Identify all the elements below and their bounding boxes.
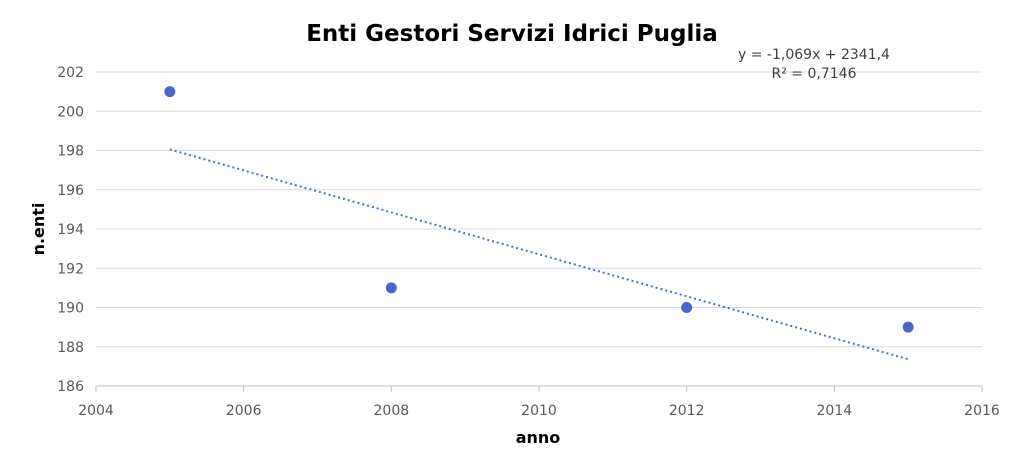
data-point <box>385 282 397 294</box>
y-tick-label: 194 <box>57 222 84 238</box>
y-tick-label: 186 <box>57 379 84 395</box>
x-tick-label: 2004 <box>78 403 114 419</box>
x-tick-label: 2012 <box>669 403 705 419</box>
trendline-r2: R² = 0,7146 <box>772 66 857 82</box>
x-tick-label: 2016 <box>964 403 1000 419</box>
y-tick-label: 188 <box>57 340 84 356</box>
axis-layer: 186 188 190 192 194 196 198 200 202 2004 2006 2008 2… <box>57 65 1000 419</box>
trendline <box>169 148 909 361</box>
y-tick-label: 200 <box>57 104 84 120</box>
x-tick-label: 2014 <box>817 403 853 419</box>
y-tick-label: 192 <box>57 261 84 277</box>
chart-title: Enti Gestori Servizi Idrici Puglia <box>306 21 718 47</box>
x-tick-label: 2010 <box>521 403 557 419</box>
x-tick-label: 2006 <box>226 403 262 419</box>
y-tick-label: 198 <box>57 144 84 160</box>
data-point <box>681 302 693 313</box>
data-point <box>164 86 176 98</box>
data-point <box>902 321 914 333</box>
y-tick-label: 196 <box>57 183 84 199</box>
y-axis-title: n.enti <box>29 203 48 256</box>
y-tick-label: 202 <box>57 65 84 81</box>
y-tick-label: 190 <box>57 301 84 317</box>
grid-layer <box>96 71 982 348</box>
trendline-equation: y = -1,069x + 2341,4 <box>738 47 890 63</box>
trend-layer <box>169 148 909 361</box>
x-tick-label: 2008 <box>374 403 410 419</box>
point-layer <box>164 86 914 333</box>
x-axis-title: anno <box>516 428 561 447</box>
